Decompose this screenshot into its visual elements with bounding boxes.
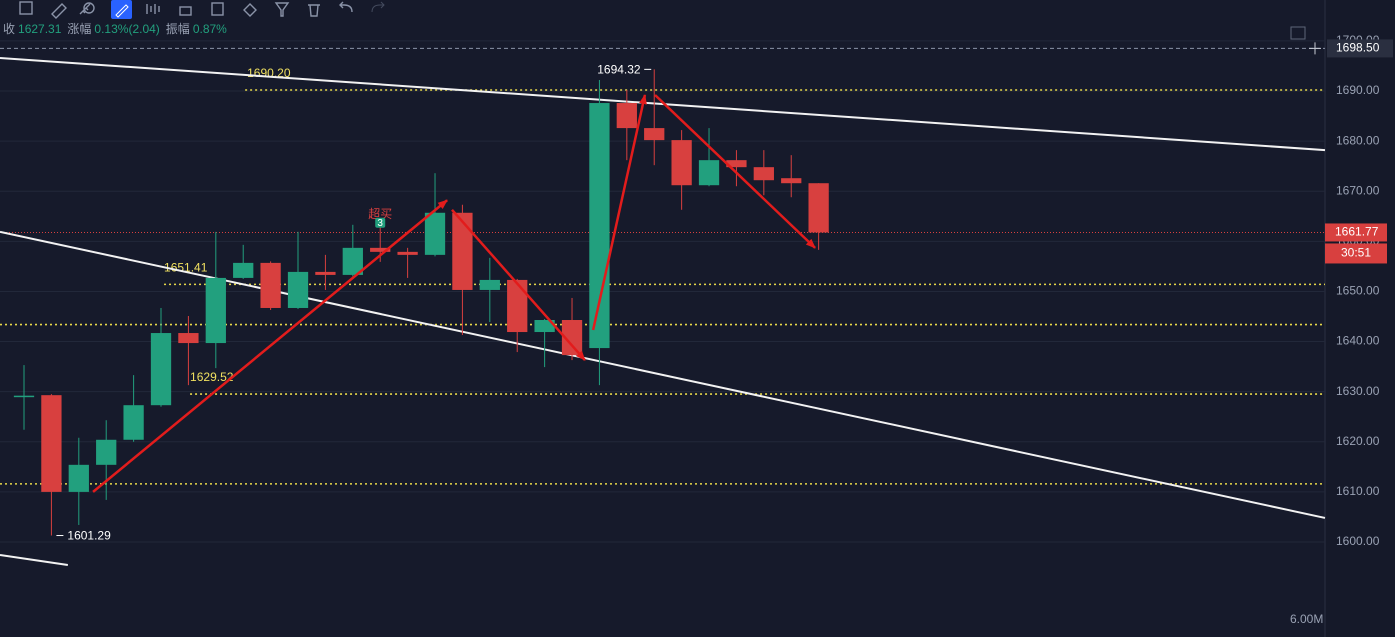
level-label: 1651.41 — [164, 261, 208, 275]
tool-icon[interactable] — [243, 3, 257, 17]
signal-badge-text: 3 — [377, 218, 383, 229]
signal-badge — [375, 217, 386, 228]
candle-body — [698, 160, 720, 186]
tool-icon[interactable] — [83, 2, 95, 14]
countdown-box — [1325, 243, 1387, 264]
candle-body — [781, 178, 802, 184]
candle-body — [424, 212, 446, 255]
y-tick-label: 1650.00 — [1336, 284, 1380, 298]
candle-body — [452, 212, 473, 290]
header-value: 1627.31 — [18, 22, 62, 36]
tool-icon[interactable] — [19, 1, 33, 15]
tool-icon[interactable] — [79, 3, 91, 15]
ohlc-header: 收 1627.31 涨幅 0.13%(2.04) 振幅 0.87% — [3, 21, 227, 36]
candle-body — [671, 140, 692, 186]
trendline — [0, 56, 1326, 152]
tool-icon — [371, 1, 385, 13]
candle-body — [507, 279, 528, 333]
countdown-label: 30:51 — [1341, 246, 1371, 260]
low-label: 1601.29 — [67, 529, 111, 543]
candle-body — [808, 183, 829, 233]
candle-body — [68, 464, 89, 492]
header-label: 振幅 — [166, 21, 190, 36]
candle-body — [233, 262, 254, 278]
candle-body — [96, 439, 117, 465]
candle-body — [397, 251, 418, 255]
tool-icon[interactable] — [211, 2, 224, 16]
candle-body — [561, 320, 583, 356]
candle-body — [41, 395, 62, 492]
high-label: 1694.32 — [597, 63, 641, 77]
signal-text: 超买 — [368, 206, 392, 221]
y-tick-label: 1690.00 — [1336, 83, 1380, 97]
arrow — [92, 199, 448, 493]
candle-body — [178, 333, 199, 344]
candle-body — [534, 320, 555, 333]
tool-icon[interactable] — [115, 4, 129, 18]
arrow — [451, 208, 586, 361]
header-value: 0.87% — [193, 22, 227, 36]
price-axis-bg — [1325, 0, 1395, 637]
y-tick-label: 1610.00 — [1336, 484, 1380, 498]
crosshair-plus — [1309, 42, 1321, 55]
candle-body — [342, 247, 363, 275]
header-label: 涨幅 — [67, 21, 91, 36]
y-tick-label: 1600.00 — [1336, 534, 1380, 548]
price-tag-label: 1661.77 — [1335, 225, 1379, 239]
header-value: 0.13%(2.04) — [94, 22, 159, 36]
candle-body — [370, 247, 391, 252]
candle-body — [315, 271, 336, 275]
candle-body — [287, 271, 309, 308]
tool-icon[interactable] — [146, 4, 160, 14]
candle-body — [479, 279, 500, 290]
candle-body — [13, 395, 35, 398]
y-tick-label: 1620.00 — [1336, 434, 1380, 448]
trendline — [0, 554, 68, 567]
candle-body — [726, 160, 747, 168]
volume-label: 6.00M — [1290, 612, 1323, 626]
crosshair-box — [1327, 39, 1393, 58]
fullscreen-icon[interactable] — [1290, 26, 1306, 40]
level-label: 1629.52 — [190, 370, 234, 384]
candle-body — [644, 128, 665, 141]
tool-icon[interactable] — [51, 3, 67, 19]
tool-icon[interactable] — [179, 6, 192, 16]
y-tick-label: 1670.00 — [1336, 183, 1380, 197]
y-tick-label: 1680.00 — [1336, 133, 1380, 147]
tool-icon[interactable] — [308, 4, 320, 17]
tool-icon[interactable] — [339, 1, 353, 13]
arrow — [591, 94, 647, 331]
candle-body — [616, 103, 637, 129]
candle-body — [150, 333, 172, 406]
tool-icon[interactable] — [274, 2, 290, 17]
candle-body — [260, 262, 281, 308]
header-label: 收 — [3, 22, 15, 36]
y-tick-label: 1630.00 — [1336, 384, 1380, 398]
candle-body — [205, 277, 226, 344]
candle-body — [753, 167, 774, 181]
price-tag — [1325, 223, 1387, 242]
toolbar[interactable] — [19, 0, 385, 19]
arrow — [654, 94, 816, 249]
candle-body — [589, 103, 610, 349]
y-tick-label: 1640.00 — [1336, 334, 1380, 348]
crosshair-label: 1698.50 — [1336, 41, 1380, 55]
candle-body — [123, 405, 144, 440]
